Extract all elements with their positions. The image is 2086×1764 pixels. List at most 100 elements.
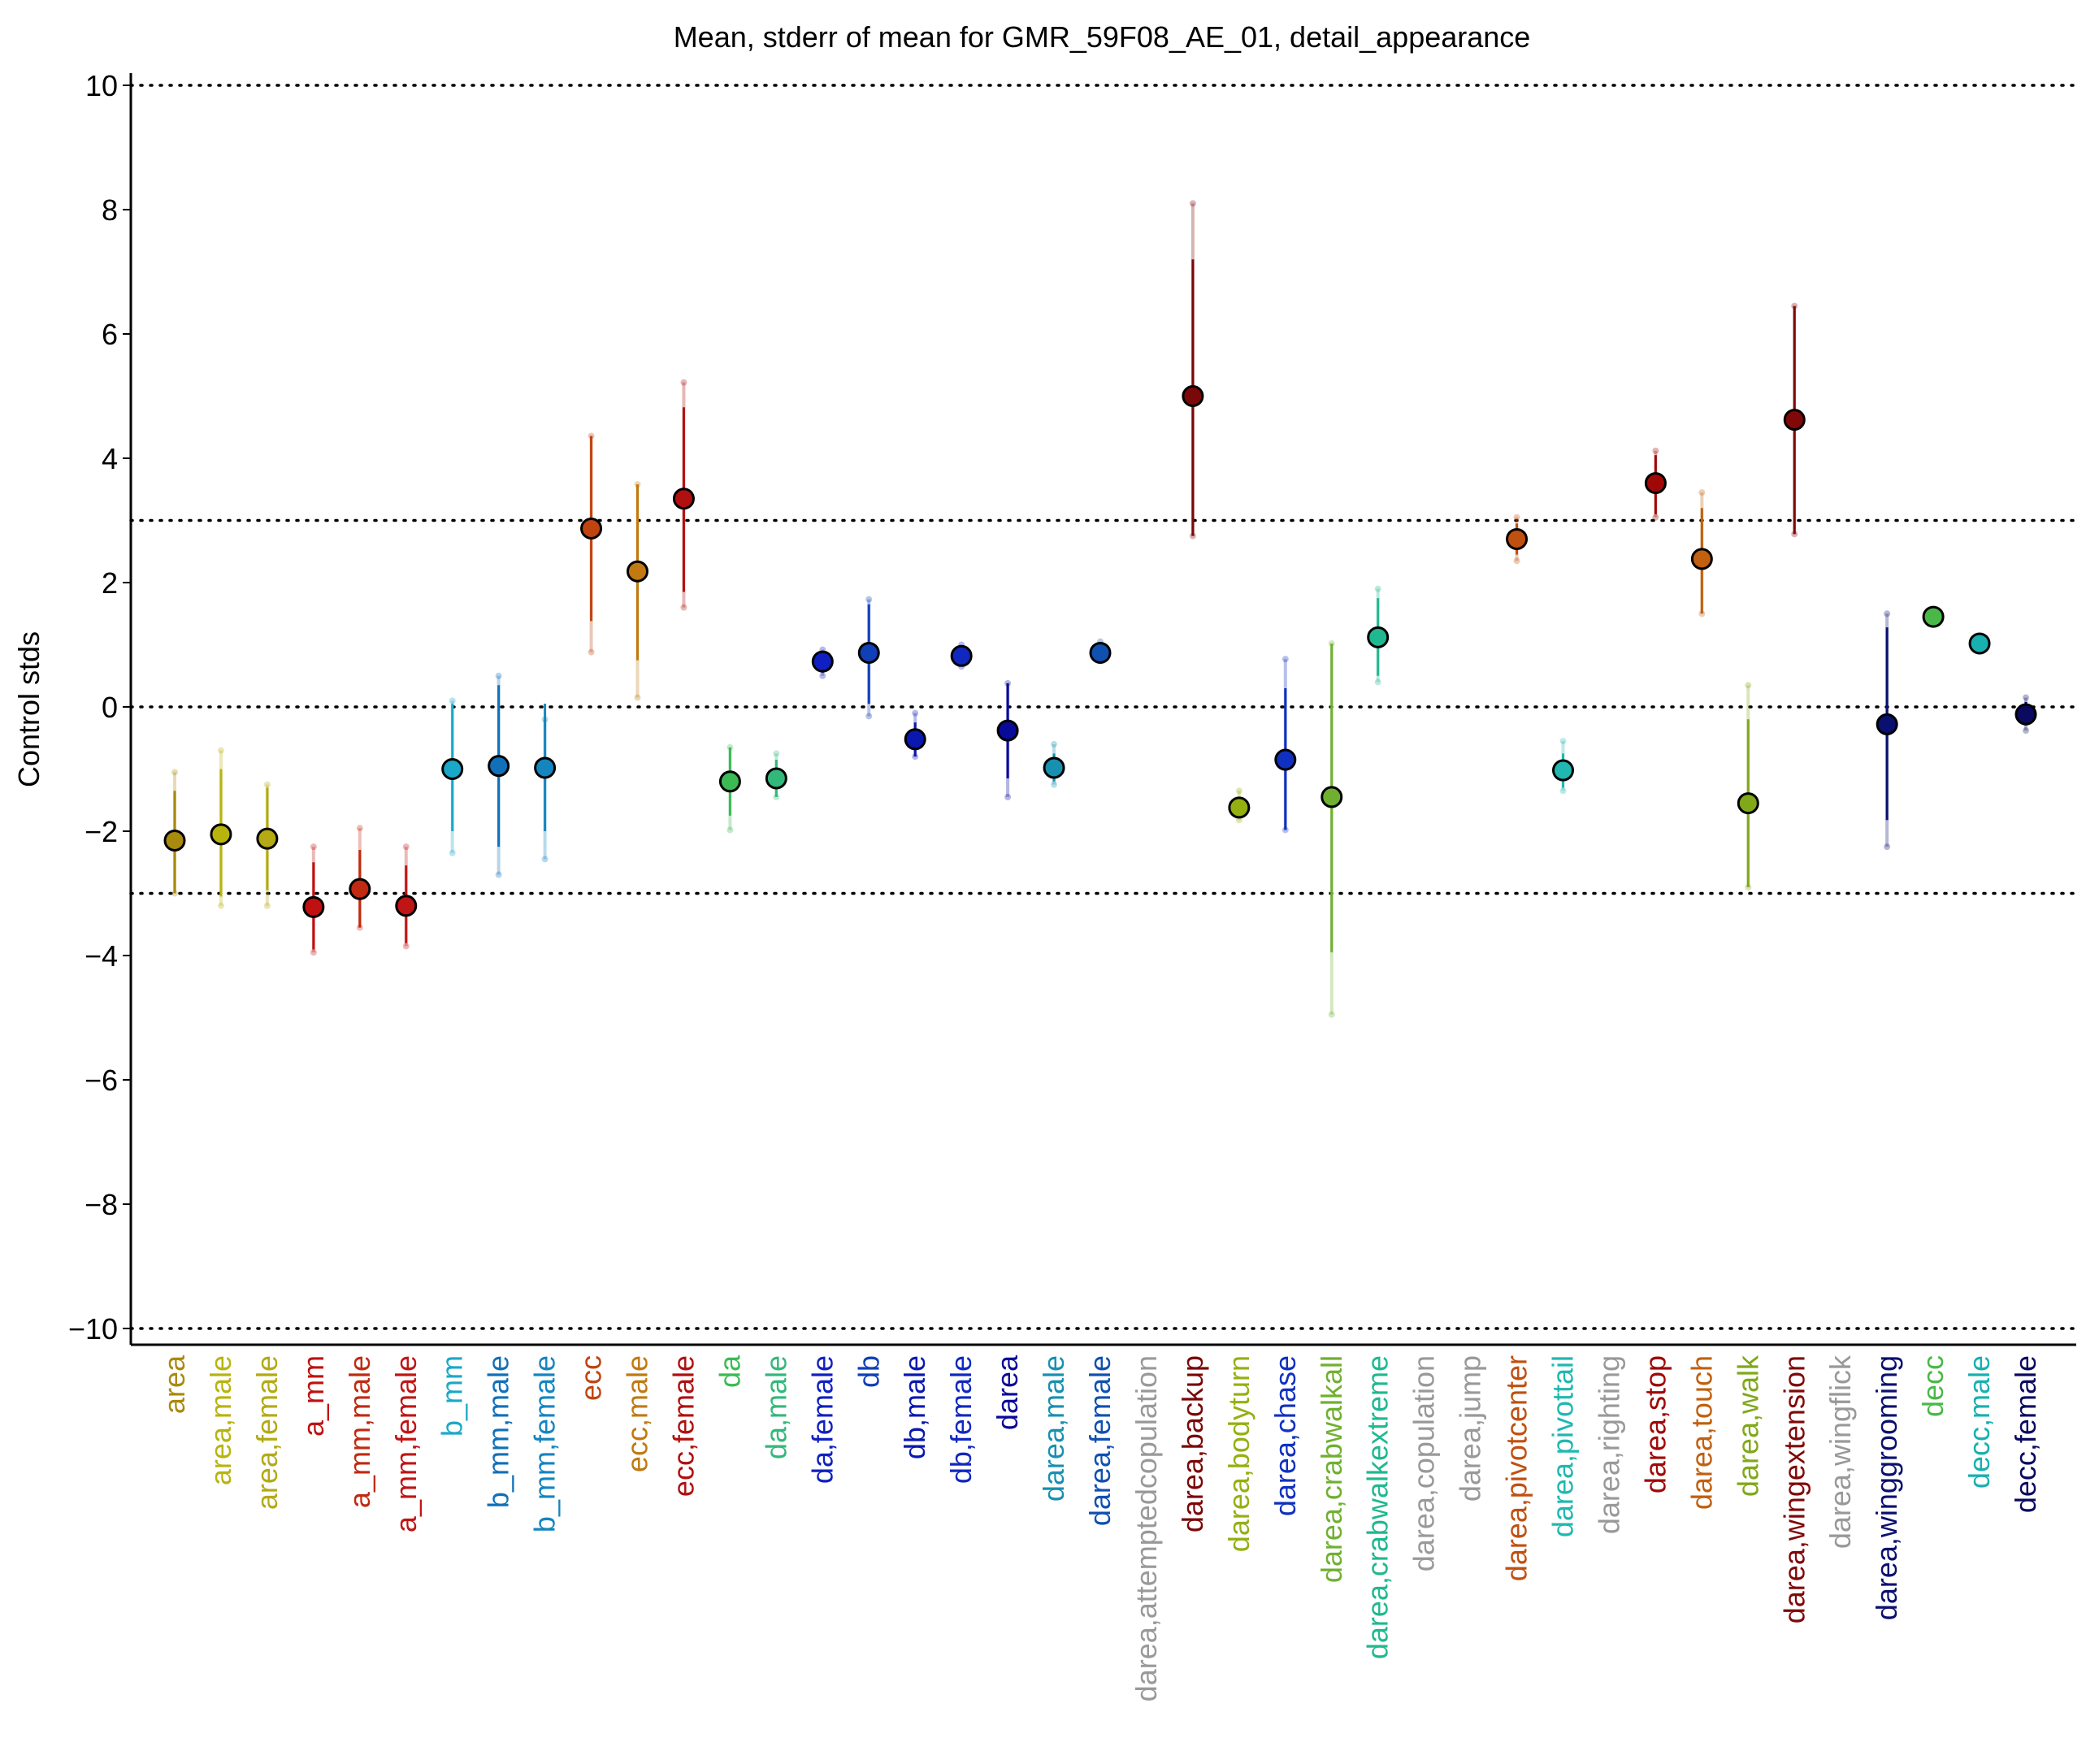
mean-marker xyxy=(718,770,741,793)
mean-marker xyxy=(627,560,648,583)
mean-marker xyxy=(2014,703,2037,726)
extended-range-end xyxy=(1652,447,1659,454)
extended-range-end xyxy=(1513,557,1520,565)
x-tick-label: decc xyxy=(1916,1355,1949,1417)
mean-marker xyxy=(395,895,418,917)
extended-range-end xyxy=(1652,514,1659,521)
y-tick-label: −6 xyxy=(85,1064,118,1097)
y-tick-label: 2 xyxy=(102,566,118,600)
x-tick-label: a_mm,male xyxy=(343,1355,376,1508)
extended-range-end xyxy=(449,697,456,704)
mean-marker xyxy=(1783,409,1806,431)
extended-range-end xyxy=(1004,793,1012,800)
x-tick-label: darea xyxy=(991,1354,1024,1430)
extended-range-end xyxy=(1884,843,1891,851)
extended-range-end xyxy=(1235,787,1242,795)
x-tick-label: da xyxy=(713,1354,746,1388)
x-tick-label: darea,copulation xyxy=(1407,1355,1441,1571)
mean-marker xyxy=(1089,641,1112,664)
extended-range-end xyxy=(449,849,456,856)
y-axis-ticks: −10 −8 −6 −4 −2 0 2 4 6 8 10 xyxy=(68,69,131,1346)
extended-range-end xyxy=(217,902,224,909)
mean-marker xyxy=(857,641,880,664)
y-tick-label: −2 xyxy=(85,815,118,848)
extended-range-end xyxy=(1745,682,1752,689)
x-tick-label: db,female xyxy=(944,1355,978,1484)
y-tick-label: −8 xyxy=(85,1188,118,1221)
x-tick-label: darea,crabwalkextreme xyxy=(1361,1355,1394,1659)
mean-marker xyxy=(1968,632,1991,655)
y-tick-label: −4 xyxy=(85,939,118,973)
x-tick-label: darea,winggrooming xyxy=(1870,1355,1903,1620)
extended-range-end xyxy=(171,769,178,776)
mean-marker xyxy=(1274,748,1297,771)
mean-marker xyxy=(1552,759,1574,782)
extended-range-end xyxy=(2023,694,2029,701)
x-tick-label: decc,male xyxy=(1962,1355,1996,1489)
x-tick-label: darea,chase xyxy=(1269,1355,1302,1516)
x-tick-label: darea,righting xyxy=(1592,1355,1625,1534)
extended-range-end xyxy=(495,871,502,878)
x-tick-label: darea,bodyturn xyxy=(1222,1355,1256,1552)
extended-range-end xyxy=(495,672,502,679)
x-tick-label: a_mm xyxy=(297,1355,330,1437)
mean-marker xyxy=(441,758,464,780)
x-tick-label: darea,touch xyxy=(1685,1355,1718,1510)
y-axis-label: Control stds xyxy=(12,631,46,787)
mean-marker xyxy=(256,827,279,850)
x-tick-label: darea,male xyxy=(1037,1355,1070,1502)
extended-range-end xyxy=(819,672,826,679)
x-tick-label: darea,wingflick xyxy=(1824,1354,1857,1549)
mean-marker xyxy=(1690,548,1713,570)
extended-range-end xyxy=(1559,738,1567,745)
extended-range-end xyxy=(356,825,363,832)
mean-marker xyxy=(534,756,557,779)
extended-range-end xyxy=(680,604,687,611)
mean-marker xyxy=(349,878,371,900)
extended-range-end xyxy=(912,709,919,717)
mean-marker xyxy=(1922,605,1945,628)
extended-range-end xyxy=(2023,727,2029,735)
mean-marker xyxy=(1737,792,1759,815)
x-tick-label: darea,wingextension xyxy=(1777,1355,1811,1623)
y-tick-label: 10 xyxy=(85,69,118,102)
y-tick-label: 6 xyxy=(102,318,118,351)
extended-range-end xyxy=(402,943,410,950)
x-tick-label: ecc,female xyxy=(666,1355,700,1497)
mean-marker xyxy=(488,755,510,778)
mean-marker xyxy=(811,650,834,673)
extended-range-end xyxy=(1374,678,1381,686)
x-tick-label: b_mm xyxy=(436,1355,469,1437)
mean-marker xyxy=(950,644,973,667)
x-tick-label: darea,pivottail xyxy=(1546,1355,1580,1537)
mean-marker xyxy=(1876,713,1898,735)
x-tick-label: da,female xyxy=(805,1355,839,1484)
chart-title: Mean, stderr of mean for GMR_59F08_AE_01… xyxy=(674,20,1531,54)
x-tick-label: area,female xyxy=(250,1355,284,1510)
extended-range-end xyxy=(263,781,271,788)
extended-range-end xyxy=(634,694,641,701)
extended-range-end xyxy=(1189,200,1196,207)
mean-marker xyxy=(1644,472,1667,495)
extended-range-end xyxy=(1328,1011,1335,1018)
x-tick-label: db,male xyxy=(898,1355,931,1459)
x-tick-label: decc,female xyxy=(2009,1355,2042,1513)
x-tick-label: b_mm,male xyxy=(482,1355,515,1508)
mean-marker xyxy=(1043,756,1065,779)
x-tick-label: area,male xyxy=(204,1355,237,1485)
extended-range-end xyxy=(865,713,873,720)
x-tick-label: ecc,male xyxy=(621,1355,654,1472)
y-tick-label: 0 xyxy=(102,691,118,724)
mean-marker xyxy=(996,719,1019,742)
extended-range-end xyxy=(1374,585,1381,592)
y-tick-label: 4 xyxy=(102,442,118,475)
extended-range-end xyxy=(680,379,687,386)
mean-marker xyxy=(580,517,603,540)
extended-range-end xyxy=(1282,656,1289,663)
extended-range-end xyxy=(1559,787,1567,795)
x-tick-label: darea,female xyxy=(1083,1355,1117,1526)
extended-range-end xyxy=(1051,740,1058,748)
x-tick-label: darea,stop xyxy=(1638,1355,1672,1493)
extended-range-end xyxy=(1884,610,1891,618)
mean-marker xyxy=(904,728,926,751)
